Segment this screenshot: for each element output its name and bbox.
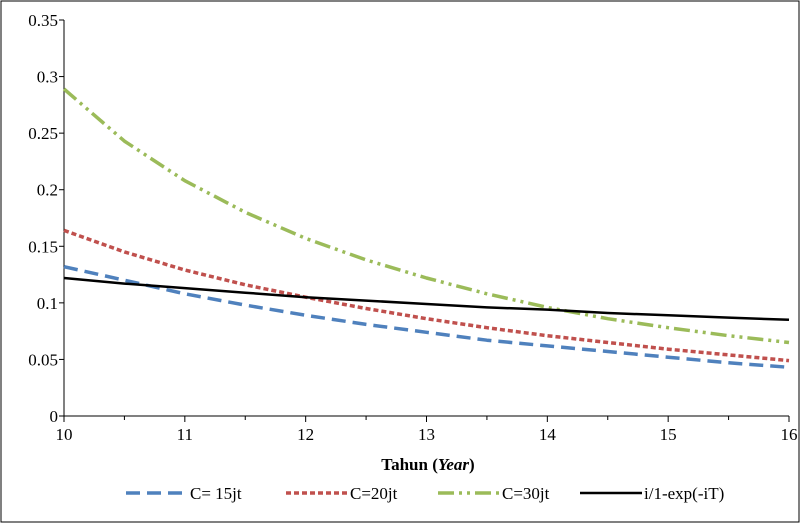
x-tick-label: 11 [177,425,193,444]
x-tick-label: 10 [56,425,73,444]
legend-label-2: C=20jt [350,484,398,503]
y-tick-label: 0.05 [28,350,58,369]
x-tick-label: 15 [660,425,677,444]
x-tick-label: 13 [418,425,435,444]
x-axis-label: Tahun (Year) [381,455,474,474]
tick-labels: 0 0.05 0.1 0.15 0.2 0.25 0.3 0.35 10 11 12 13 14 15 16 [28,11,797,444]
y-tick-label: 0.2 [37,181,58,200]
y-tick-label: 0.1 [37,294,58,313]
y-tick-label: 0.35 [28,11,58,30]
x-axis-label-end: ) [469,455,475,474]
legend: C= 15jt C=20jt C=30jt i/1-exp(-iT) [126,484,724,503]
y-tick-label: 0 [50,407,59,426]
y-tick-label: 0.25 [28,124,58,143]
legend-label-1: C= 15jt [190,484,242,503]
series-line-3 [62,87,790,345]
axes [59,19,790,422]
x-tick-label: 14 [539,425,557,444]
series-line-2 [63,228,790,363]
series-lines [62,87,790,370]
y-tick-label: 0.3 [37,68,58,87]
x-axis-label-main: Tahun ( [381,455,438,474]
x-tick-label: 12 [297,425,314,444]
series-line-1 [63,264,790,370]
legend-label-3: C=30jt [502,484,550,503]
y-tick-label: 0.15 [28,237,58,256]
x-axis-label-italic: Year [438,455,470,474]
legend-label-4: i/1-exp(-iT) [644,484,724,503]
x-tick-label: 16 [781,425,798,444]
series-line-4 [63,276,790,322]
